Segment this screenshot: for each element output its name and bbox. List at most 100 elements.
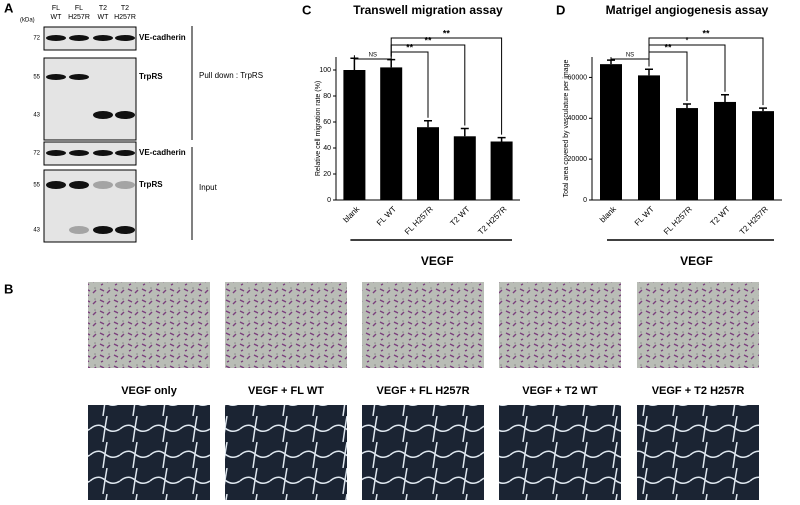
- blot-label: VE-cadherin: [139, 148, 186, 157]
- marker: 55: [33, 183, 40, 189]
- marker: 55: [33, 75, 40, 81]
- blot-label: TrpRS: [139, 72, 163, 81]
- marker: 72: [33, 36, 40, 42]
- lane-label: H257R: [68, 14, 90, 21]
- band: [69, 226, 89, 234]
- bar: [676, 108, 698, 200]
- y-tick-label: 40: [323, 145, 331, 152]
- band: [93, 35, 113, 41]
- lane-label: T2: [99, 5, 107, 12]
- significance-label: **: [443, 28, 451, 38]
- micrograph: [88, 405, 210, 500]
- error-bar: [424, 119, 432, 128]
- bar: [752, 111, 774, 200]
- x-tick-label: FL H257R: [403, 204, 435, 236]
- band: [46, 150, 66, 156]
- blot: [43, 141, 137, 166]
- marker: 43: [33, 113, 40, 119]
- caption: VEGF + T2 WT: [522, 385, 598, 397]
- error-bar: [460, 127, 469, 137]
- x-tick-label: FL WT: [375, 204, 398, 227]
- panel-a: A (kDa): [4, 0, 193, 240]
- y-tick-label: 60: [323, 119, 331, 126]
- y-tick-label: 20: [323, 171, 331, 178]
- micrograph: [499, 282, 621, 368]
- bar: [638, 75, 660, 200]
- group-label: VEGF: [680, 254, 713, 268]
- lane-label: WT: [98, 14, 110, 21]
- micrograph: [637, 405, 759, 500]
- blot-label: TrpRS: [139, 180, 163, 189]
- micrograph: [88, 282, 210, 368]
- x-tick-label: T2 WT: [709, 204, 732, 227]
- chart-title: Matrigel angiogenesis assay: [606, 3, 769, 17]
- micrograph: [637, 282, 759, 368]
- group-label: Pull down : TrpRS: [199, 71, 263, 80]
- band: [69, 74, 89, 80]
- error-bar: [759, 107, 767, 112]
- significance-label: *: [685, 35, 689, 45]
- bar: [490, 141, 513, 200]
- band: [46, 35, 66, 41]
- panel-label: D: [556, 2, 565, 17]
- unit: (kDa): [20, 18, 35, 24]
- band: [46, 181, 66, 189]
- panel-label: B: [4, 281, 13, 296]
- marker: 72: [33, 151, 40, 157]
- band: [115, 111, 135, 119]
- significance-label: **: [702, 28, 710, 38]
- x-tick-label: FL H257R: [662, 204, 694, 236]
- x-tick-label: FL WT: [633, 204, 656, 227]
- x-tick-label: T2 H257R: [738, 204, 770, 236]
- y-axis-label: Total area covered by vasculature per im…: [563, 60, 570, 198]
- significance-bracket: [390, 37, 503, 135]
- caption: VEGF + FL WT: [248, 385, 324, 397]
- x-tick-label: T2 WT: [448, 204, 471, 227]
- blot: [43, 57, 137, 141]
- y-axis-label: Relative cell migration rate (%): [315, 81, 322, 176]
- band: [93, 226, 113, 234]
- error-bar: [350, 57, 359, 70]
- micrograph: [362, 405, 484, 500]
- band: [46, 74, 66, 80]
- caption: VEGF only: [121, 385, 178, 397]
- band: [69, 150, 89, 156]
- y-tick-label: 100: [319, 67, 331, 74]
- micrograph: [225, 282, 347, 368]
- band: [93, 111, 113, 119]
- bar: [343, 70, 366, 200]
- caption: VEGF + FL H257R: [376, 385, 469, 397]
- significance-label: **: [664, 42, 672, 52]
- band: [69, 181, 89, 189]
- significance-label: **: [424, 35, 432, 45]
- error-bar: [683, 103, 691, 109]
- caption: VEGF + T2 H257R: [652, 385, 745, 397]
- bar: [453, 136, 476, 200]
- panel-label: A: [4, 0, 14, 15]
- lane-label: FL: [75, 5, 83, 12]
- lane-label: FL: [52, 5, 60, 12]
- micrograph: [499, 405, 621, 500]
- significance-bracket: [353, 55, 392, 60]
- band: [93, 150, 113, 156]
- band: [115, 35, 135, 41]
- error-bar: [387, 58, 396, 68]
- x-tick-label: T2 H257R: [476, 204, 508, 236]
- group-label: Input: [199, 183, 218, 192]
- bar: [714, 101, 736, 200]
- error-bar: [607, 59, 615, 65]
- panel-label: C: [302, 2, 312, 17]
- significance-label: NS: [626, 53, 634, 59]
- y-tick-label: 80: [323, 93, 331, 100]
- x-tick-label: blank: [341, 204, 362, 225]
- x-tick-label: blank: [598, 204, 619, 225]
- micrograph: [362, 282, 484, 368]
- error-bar: [497, 136, 506, 142]
- band: [115, 181, 135, 189]
- band: [115, 150, 135, 156]
- significance-bracket: [648, 37, 764, 106]
- significance-label: NS: [369, 53, 377, 59]
- panel-b: B: [4, 281, 13, 296]
- y-tick-label: 40000: [568, 115, 588, 122]
- lane-label: H257R: [114, 14, 136, 21]
